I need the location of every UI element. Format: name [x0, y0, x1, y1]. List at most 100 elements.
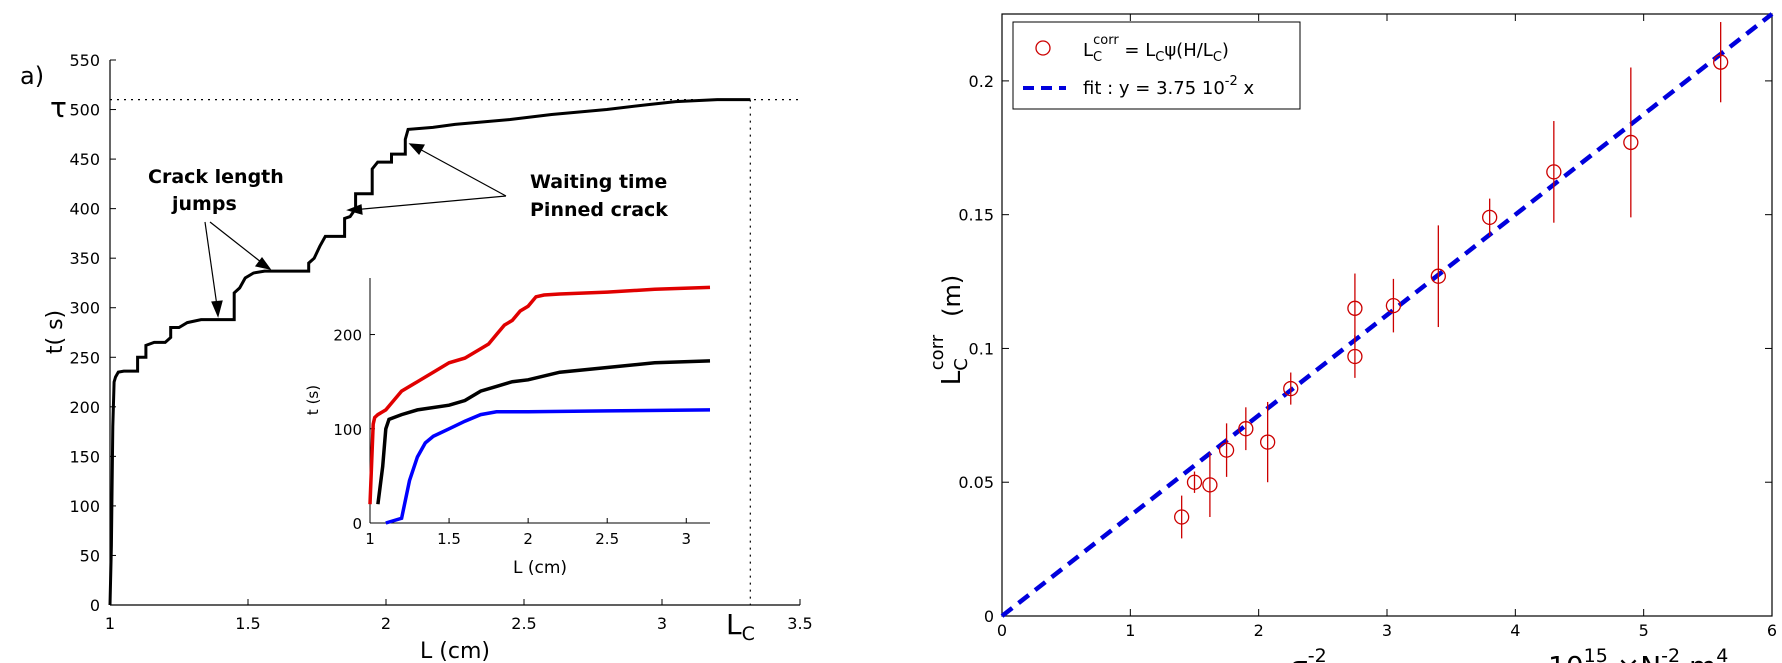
left-x-tick-label: 3 [657, 614, 667, 633]
inset-y-tick-label: 100 [333, 421, 362, 439]
inset-x-tick-label: 1.5 [437, 530, 461, 548]
left-chart: a) 1 1.5 2 2.5 3 3.5 0 50 100 150 200 250 300 350 400… [20, 51, 813, 663]
right-x-tick-label: 2 [1254, 621, 1264, 640]
left-x-tick-label: 2 [381, 614, 391, 633]
left-y-tick-label: 100 [69, 497, 100, 516]
inset-series-line [376, 359, 711, 505]
data-point [1347, 348, 1363, 365]
left-y-tick-label: 200 [69, 398, 100, 417]
left-x-tick-label: 3.5 [787, 614, 812, 633]
lc-label-main: L [726, 608, 742, 641]
right-y-title-text: LCcorr (m) [927, 275, 972, 386]
data-point [1347, 300, 1363, 316]
inset-x-ticks: 1 1.5 2 2.5 3 [365, 518, 691, 548]
right-x-sup: -2 [1308, 645, 1327, 663]
annot-waiting-line2: Pinned crack [530, 199, 668, 221]
right-y-sup: corr [927, 334, 948, 370]
right-y-ticks: 0 0.05 0.1 0.15 0.2 [958, 72, 1772, 626]
left-y-tick-label: 0 [90, 596, 100, 615]
left-y-tick-label: 550 [69, 51, 100, 70]
right-x-tick-label: 3 [1382, 621, 1392, 640]
right-x-main: σ [1290, 650, 1308, 663]
arrow-wait-2-head [346, 204, 363, 215]
inset-y-tick-label: 200 [333, 327, 362, 345]
left-y-tick-label: 150 [69, 447, 100, 466]
legend-pts-rest: = L [1119, 40, 1156, 61]
left-y-title: t( s) [43, 310, 68, 354]
right-x-end: m [1680, 650, 1716, 663]
arrow-crack-2-head [254, 256, 272, 270]
inset-x-tick-label: 2.5 [595, 530, 619, 548]
right-x-tick-label: 6 [1767, 621, 1777, 640]
arrow-crack-1-head [211, 300, 223, 318]
legend-pts-sub: C [1093, 50, 1102, 65]
data-point [1430, 268, 1446, 284]
left-y-tick-label: 400 [69, 200, 100, 219]
data-point [1238, 421, 1254, 437]
left-y-tick-label: 50 [80, 546, 100, 565]
legend-box [1012, 21, 1301, 110]
inset-y-ticks: 0 100 200 [333, 327, 375, 533]
data-point [1218, 442, 1235, 458]
left-y-tick-label: 450 [69, 150, 100, 169]
panel-label: a) [20, 62, 44, 90]
left-x-tick-label: 1.5 [235, 614, 260, 633]
legend-pts-tail: ψ(H/L [1164, 40, 1213, 61]
left-y-ticks: 0 50 100 150 200 250 300 350 400 450 500 550 [69, 51, 116, 615]
right-y-sub: C [951, 358, 972, 371]
right-y-unit: (m) [938, 275, 966, 317]
legend-label-points: LCcorr = LCψ(H/LC) [1083, 33, 1229, 65]
data-point [1482, 209, 1498, 225]
legend-pts-sub3: C [1213, 50, 1222, 65]
legend-pts-close: ) [1222, 40, 1229, 61]
right-y-tick-label: 0 [984, 607, 994, 626]
data-point [1713, 54, 1729, 70]
right-x-tick-label: 1 [1125, 621, 1135, 640]
annot-crack-line1: Crack length [148, 166, 284, 188]
annot-crack-line2: jumps [171, 193, 237, 215]
right-x-prefix-sup: 15 [1584, 645, 1608, 663]
right-x-prefix: 10 [1548, 650, 1584, 663]
legend-pts-sub2: C [1155, 50, 1164, 65]
inset-x-tick-label: 3 [682, 530, 692, 548]
data-point [1174, 509, 1190, 525]
annot-waiting-line1: Waiting time [530, 171, 667, 193]
data-point [1260, 434, 1276, 450]
fit-line-group [1000, 12, 1774, 618]
series-line [108, 98, 751, 606]
legend-pts-main: L [1083, 40, 1093, 61]
left-y-tick-label: 250 [69, 348, 100, 367]
arrow-crack-1 [204, 221, 219, 314]
lc-label-sub: C [742, 623, 755, 645]
left-x-ticks: 1 1.5 2 2.5 3 3.5 [105, 599, 813, 633]
left-y-tick-label: 500 [69, 101, 100, 120]
right-y-main: L [937, 370, 967, 385]
legend-pts-sup: corr [1093, 33, 1119, 48]
inset-x-title: L (cm) [513, 558, 567, 578]
right-x-tick-label: 0 [997, 621, 1007, 640]
right-x-mid: ×N [1608, 650, 1661, 663]
legend-fit-label: fit : y = 3.75 10 [1083, 78, 1225, 99]
right-y-tick-label: 0.15 [958, 206, 994, 225]
left-x-tick-label: 2.5 [511, 614, 536, 633]
right-x-ticks: 0 1 2 3 4 5 6 [997, 14, 1777, 640]
annotation-arrows [204, 143, 507, 318]
right-x-tick-label: 5 [1639, 621, 1649, 640]
arrow-crack-2 [209, 221, 267, 267]
inset-series-line [368, 285, 711, 505]
legend-label-fit: fit : y = 3.75 10-2 x [1083, 74, 1254, 99]
right-x-mid-sup: -2 [1661, 645, 1680, 663]
inset-y-title: t (s) [304, 385, 322, 415]
right-y-tick-label: 0.05 [958, 473, 994, 492]
data-point [1623, 134, 1639, 151]
left-y-tick-label: 350 [69, 249, 100, 268]
data-point [1283, 380, 1299, 397]
arrow-wait-1-head [408, 143, 425, 156]
data-points [1174, 22, 1729, 539]
right-x-tick-label: 4 [1510, 621, 1520, 640]
inset-series-line [385, 408, 711, 525]
inset-x-tick-label: 2 [523, 530, 533, 548]
data-point [1546, 164, 1562, 180]
inset-chart: 1 1.5 2 2.5 3 0 100 200 L (cm) t (s) [304, 278, 711, 578]
